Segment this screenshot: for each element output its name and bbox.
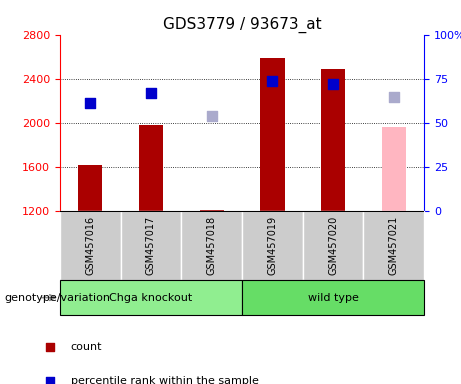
Bar	[321, 69, 345, 211]
Text: percentile rank within the sample: percentile rank within the sample	[71, 376, 259, 384]
Text: Chga knockout: Chga knockout	[109, 293, 193, 303]
Text: GSM457021: GSM457021	[389, 216, 399, 275]
Bar	[78, 165, 102, 211]
Bar	[181, 211, 242, 280]
Title: GDS3779 / 93673_at: GDS3779 / 93673_at	[163, 17, 321, 33]
Point	[87, 100, 94, 106]
Text: count: count	[71, 342, 102, 352]
Point	[269, 78, 276, 84]
Point	[390, 94, 397, 101]
Bar	[200, 210, 224, 211]
Text: GSM457020: GSM457020	[328, 216, 338, 275]
Point	[148, 90, 155, 96]
Bar	[60, 280, 242, 315]
Point	[46, 344, 53, 350]
Bar	[260, 58, 284, 211]
Bar	[139, 125, 163, 211]
Bar	[60, 211, 121, 280]
Bar	[121, 211, 181, 280]
Text: GSM457017: GSM457017	[146, 216, 156, 275]
Bar	[303, 211, 363, 280]
Bar	[382, 127, 406, 211]
Bar	[242, 211, 303, 280]
Point	[329, 81, 337, 87]
Text: GSM457018: GSM457018	[207, 216, 217, 275]
Point	[208, 113, 215, 119]
Text: GSM457016: GSM457016	[85, 216, 95, 275]
Text: genotype/variation: genotype/variation	[5, 293, 111, 303]
Bar	[242, 280, 424, 315]
Bar	[363, 211, 424, 280]
Text: wild type: wild type	[307, 293, 359, 303]
Text: GSM457019: GSM457019	[267, 216, 278, 275]
Point	[46, 378, 53, 384]
